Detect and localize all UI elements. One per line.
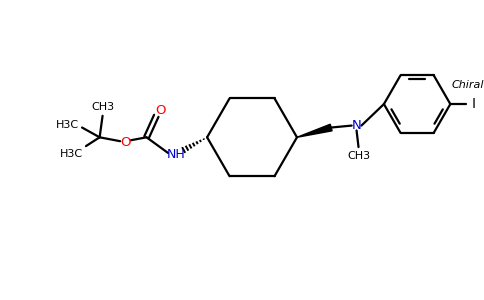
- Text: Chiral: Chiral: [452, 80, 484, 89]
- Text: NH: NH: [166, 148, 185, 161]
- Text: I: I: [472, 97, 476, 111]
- Text: H3C: H3C: [60, 149, 83, 159]
- Polygon shape: [297, 124, 332, 137]
- Text: N: N: [352, 119, 362, 132]
- Text: O: O: [120, 136, 130, 149]
- Text: CH3: CH3: [347, 151, 370, 161]
- Text: H3C: H3C: [56, 120, 79, 130]
- Text: O: O: [155, 104, 166, 117]
- Text: CH3: CH3: [91, 102, 114, 112]
